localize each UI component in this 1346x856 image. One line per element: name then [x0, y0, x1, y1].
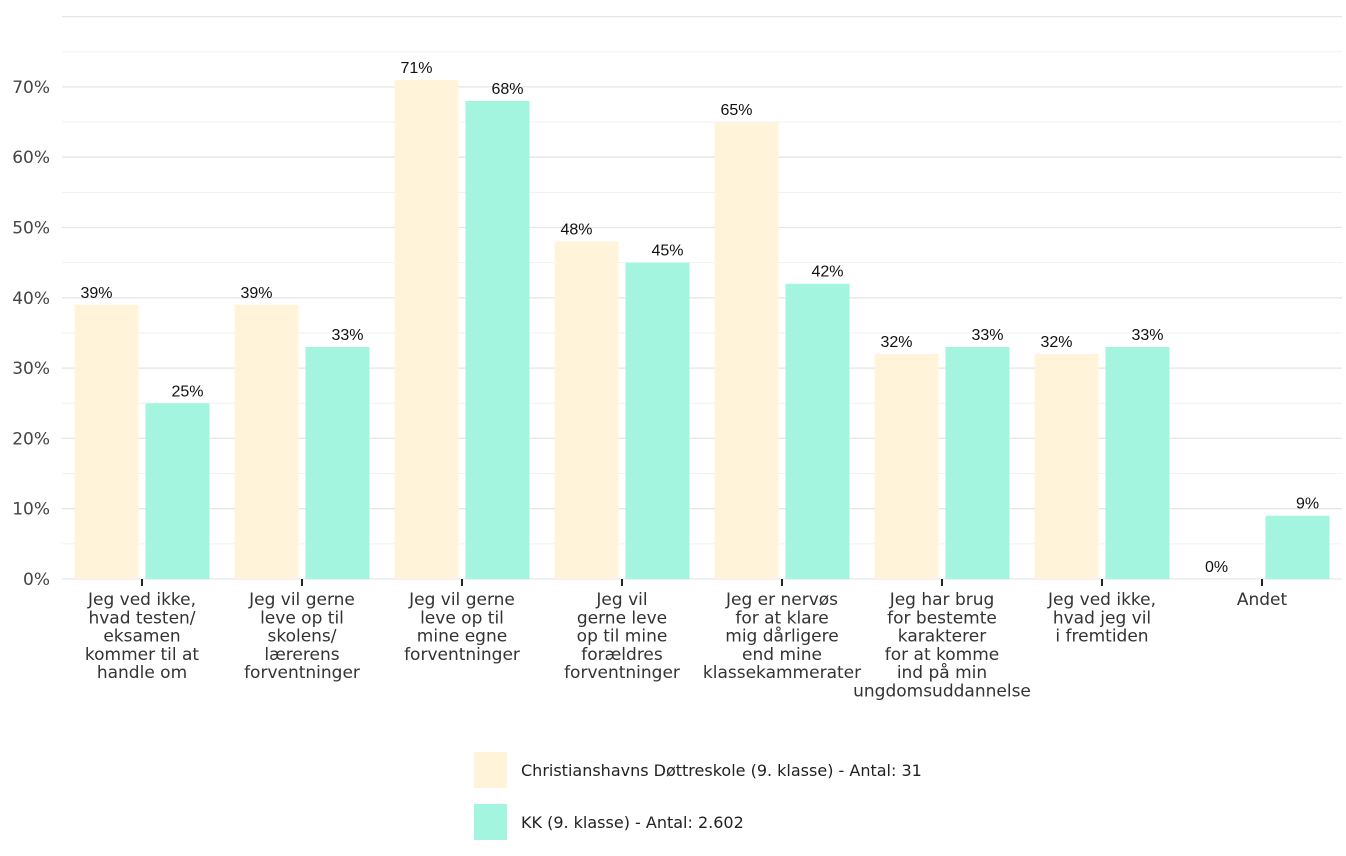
x-tick-label-line: Jeg har brug — [889, 590, 995, 610]
bar-series-2 — [1105, 347, 1170, 579]
x-tick-label-line: Jeg ved ikke, — [87, 590, 196, 610]
legend-swatch-series-1 — [474, 752, 507, 788]
bar-series-2 — [785, 283, 850, 579]
legend-item-series-2: KK (9. klasse) - Antal: 2.602 — [474, 804, 922, 840]
x-tick-label-line: Jeg vil gerne — [408, 590, 515, 610]
x-tick-label-line: for at klare — [735, 608, 828, 628]
data-label-series-2: 25% — [171, 383, 203, 400]
bar-series-2 — [465, 100, 530, 580]
data-label-series-1: 0% — [1205, 559, 1228, 576]
x-tick-label-line: end mine — [742, 645, 822, 665]
legend-label-series-2: KK (9. klasse) - Antal: 2.602 — [521, 812, 744, 832]
data-label-series-2: 68% — [491, 81, 523, 98]
data-label-series-1: 71% — [400, 60, 432, 77]
data-label-series-1: 39% — [240, 285, 272, 302]
bar-series-2 — [625, 262, 690, 579]
x-tick-label-line: karakterer — [898, 627, 986, 647]
bar-series-2 — [1265, 515, 1330, 579]
y-tick-label: 0% — [23, 570, 50, 590]
y-tick-label: 20% — [12, 429, 50, 449]
x-tick-label-line: klassekammerater — [703, 663, 861, 683]
x-tick-label-line: leve op til — [420, 608, 504, 628]
data-label-series-1: 65% — [720, 102, 752, 119]
data-label-series-1: 32% — [1040, 334, 1072, 351]
x-tick-label-line: lærerens — [264, 645, 339, 665]
legend-item-series-1: Christianshavns Døttreskole (9. klasse) … — [474, 752, 922, 788]
y-tick-label: 60% — [12, 148, 50, 168]
x-tick-label-line: Andet — [1237, 590, 1288, 610]
data-label-series-1: 39% — [80, 285, 112, 302]
x-tick-label: Andet — [1237, 590, 1288, 610]
chart-legend: Christianshavns Døttreskole (9. klasse) … — [474, 752, 922, 856]
x-tick-label-line: eksamen — [103, 627, 180, 647]
x-tick-label-line: ind på min — [897, 662, 987, 683]
data-label-series-1: 32% — [880, 334, 912, 351]
x-tick-label-line: skolens/ — [267, 627, 336, 647]
x-tick-label-line: kommer til at — [85, 645, 200, 665]
data-label-series-1: 48% — [560, 222, 592, 239]
x-tick-label-line: mig dårligere — [725, 626, 838, 647]
x-tick-label: Jeg har brug for bestemte karakterer for at… — [853, 590, 1031, 702]
bar-series-1 — [714, 122, 779, 580]
x-tick-label-line: Jeg vil gerne — [248, 590, 355, 610]
x-tick-label: Jeg vil gerne leve op til mine egne forvent… — [404, 590, 520, 665]
x-tick-label: Jeg er nervøs for at klare mig dårligere en… — [703, 590, 861, 683]
bar-series-1 — [394, 79, 459, 580]
bar-series-1 — [874, 354, 939, 579]
bar-series-2 — [305, 347, 370, 579]
x-tick-label-line: gerne leve — [577, 608, 667, 628]
x-tick-label-line: Jeg er nervøs — [725, 590, 838, 610]
x-tick-label-line: leve op til — [260, 608, 344, 628]
x-tick-label-line: Jeg vil — [595, 590, 647, 610]
x-tick-label-line: hvad jeg vil — [1053, 608, 1151, 628]
x-tick-label-line: ungdomsuddannelse — [853, 682, 1031, 702]
y-tick-label: 70% — [12, 78, 50, 98]
data-label-series-2: 45% — [651, 243, 683, 260]
x-tick-label-line: for bestemte — [887, 608, 997, 628]
bar-series-2 — [945, 347, 1010, 579]
x-tick-label: Jeg vil gerne leve op til mine forældres for… — [564, 590, 680, 683]
x-tick-label-line: mine egne — [417, 627, 507, 647]
x-tick-label-line: forventninger — [404, 645, 520, 665]
x-tick-label: Jeg ved ikke, hvad jeg vil i fremtiden — [1047, 590, 1156, 647]
data-label-series-2: 33% — [1131, 327, 1163, 344]
bar-series-1 — [74, 304, 139, 579]
data-label-series-2: 9% — [1296, 496, 1319, 513]
x-tick-label-line: Jeg ved ikke, — [1047, 590, 1156, 610]
x-tick-label-line: for at komme — [885, 645, 999, 665]
x-tick-label-line: op til mine — [577, 627, 668, 647]
data-label-series-2: 33% — [331, 327, 363, 344]
legend-label-series-1: Christianshavns Døttreskole (9. klasse) … — [521, 760, 922, 780]
bar-series-1 — [234, 304, 299, 579]
x-tick-label: Jeg vil gerne leve op til skolens/lærerens… — [244, 590, 360, 683]
x-tick-label-line: handle om — [97, 663, 187, 683]
legend-swatch-series-2 — [474, 804, 507, 840]
bar-series-1 — [554, 241, 619, 579]
x-tick-label-line: forventninger — [564, 663, 680, 683]
x-tick-label: Jeg ved ikke, hvad testen/eksamen kommer t… — [85, 590, 200, 683]
x-tick-label-line: hvad testen/ — [88, 608, 195, 628]
x-tick-label-line: forældres — [581, 645, 663, 665]
data-label-series-2: 42% — [811, 264, 843, 281]
y-tick-label: 40% — [12, 289, 50, 309]
bar-series-2 — [145, 403, 210, 579]
y-tick-label: 30% — [12, 359, 50, 379]
bar-chart: 0% 10% 20% 30% 40% 50% 60% 70% 39% 25% Jeg ved ikk… — [12, 15, 1342, 702]
x-tick-label-line: i fremtiden — [1055, 627, 1148, 647]
y-tick-label: 50% — [12, 219, 50, 239]
bar-series-1 — [1034, 354, 1099, 579]
y-tick-label: 10% — [12, 500, 50, 520]
data-label-series-2: 33% — [971, 327, 1003, 344]
x-tick-label-line: forventninger — [244, 663, 360, 683]
